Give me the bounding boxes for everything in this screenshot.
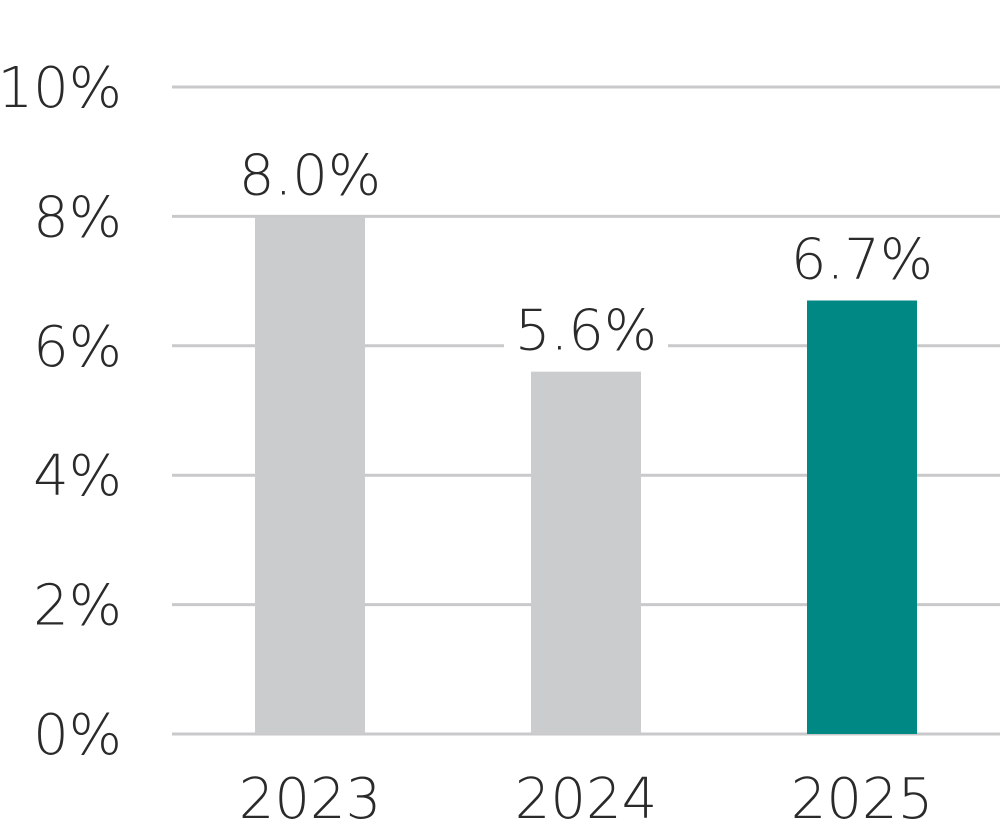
y-tick-label: 8% — [33, 185, 122, 250]
y-tick-label: 4% — [33, 444, 122, 509]
bars — [255, 216, 917, 734]
x-axis-ticks: 2023 2024 2025 — [239, 767, 934, 831]
data-label-background — [228, 142, 392, 205]
y-axis-ticks: 0% 2% 4% 6% 8% 10% — [0, 56, 122, 768]
x-tick-label-2024: 2024 — [515, 767, 658, 831]
x-tick-label-2025: 2025 — [791, 767, 934, 831]
data-label-2024: 5.6% — [515, 299, 657, 364]
data-labels: 8.0% 5.6% 6.7% — [228, 142, 944, 364]
y-tick-label: 6% — [33, 315, 122, 380]
bar-2025 — [807, 300, 917, 734]
x-tick-label-2023: 2023 — [239, 767, 382, 831]
data-label-background — [780, 226, 944, 289]
data-label-2023: 8.0% — [239, 143, 381, 208]
data-label-background — [504, 297, 668, 360]
y-tick-label: 10% — [0, 56, 122, 121]
y-tick-label: 0% — [33, 703, 122, 768]
bar-2024 — [531, 371, 641, 734]
data-label-2025: 6.7% — [791, 228, 933, 293]
y-tick-label: 2% — [33, 574, 122, 639]
bar-2023 — [255, 216, 365, 734]
